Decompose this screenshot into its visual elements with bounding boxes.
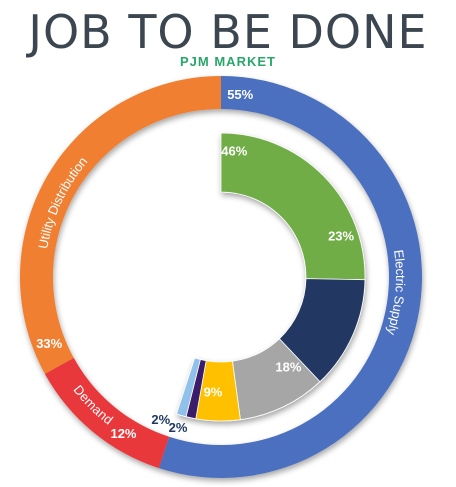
inner-label-6: 2% — [151, 412, 170, 427]
outer-slice-utility-distribution — [20, 76, 221, 374]
outer-slice-electric-supply — [158, 76, 423, 478]
inner-slice-1 — [220, 132, 366, 281]
outer-label-electric-supply: 55% — [227, 87, 253, 102]
outer-label-utility-distribution: 33% — [36, 336, 62, 351]
inner-label-2: 23% — [328, 229, 354, 244]
inner-label-5: 2% — [169, 420, 188, 435]
inner-label-4: 9% — [204, 385, 223, 400]
outer-label-demand: 12% — [110, 426, 136, 441]
inner-label-1: 46% — [221, 144, 247, 159]
inner-label-3: 18% — [275, 359, 301, 374]
chart-subtitle: PJM MARKET — [180, 54, 276, 69]
inner-ring — [175, 132, 366, 422]
chart-title: JOB TO BE DONE — [28, 5, 428, 59]
outer-slice-demand — [44, 357, 170, 469]
inner-slice-6 — [175, 357, 201, 418]
outer-ring — [20, 76, 423, 478]
